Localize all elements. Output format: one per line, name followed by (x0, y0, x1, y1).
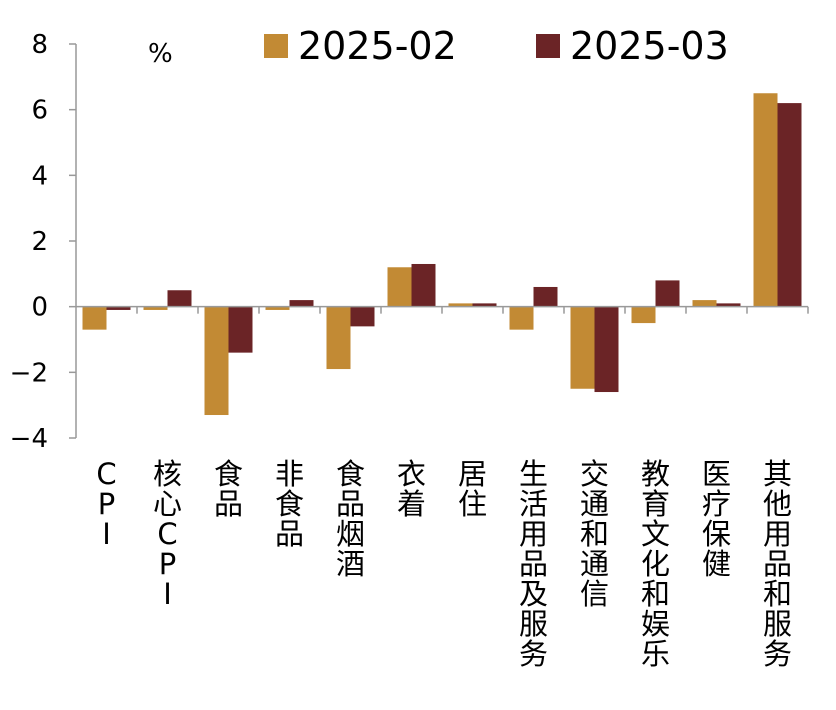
bar-2025-02-居住 (448, 303, 473, 307)
x-axis (76, 305, 809, 314)
bar-2025-02-教育文化和娱乐 (631, 306, 656, 324)
category-label: 交通和通信 (580, 457, 609, 611)
bar-2025-03-食品烟酒 (350, 306, 375, 327)
bar-2025-03-衣着 (411, 263, 436, 307)
bar-2025-02-其他用品和服务 (753, 93, 778, 307)
legend-label: 2025-03 (570, 24, 729, 68)
bar-2025-03-其他用品和服务 (777, 103, 802, 307)
category-label: 核心 C P I (153, 457, 182, 611)
category-label: 衣着 (397, 457, 426, 521)
bar-2025-02-CPI (82, 306, 107, 330)
category-label: 其他用品和服务 (763, 457, 792, 671)
y-tick-label: 0 (31, 293, 48, 323)
legend-label: 2025-02 (298, 24, 457, 68)
bar-2025-02-食品烟酒 (326, 306, 351, 370)
bars (82, 93, 802, 416)
bar-2025-03-居住 (472, 303, 497, 307)
y-tick-label: −2 (10, 358, 48, 388)
bar-2025-02-食品 (204, 306, 229, 416)
bar-2025-02-生活用品及服务 (509, 306, 534, 330)
bar-2025-02-医疗保健 (692, 300, 717, 307)
y-tick-label: 8 (31, 30, 48, 60)
y-axis: −4 −2 0 2 4 6 8 (10, 30, 77, 454)
bar-2025-03-生活用品及服务 (533, 286, 558, 307)
category-label: 医疗保健 (702, 457, 731, 581)
bar-2025-03-CPI (106, 306, 131, 310)
legend-swatch (536, 34, 560, 58)
bar-2025-02-核心CPI (143, 306, 168, 310)
bar-2025-02-衣着 (387, 267, 412, 307)
unit-label: % (148, 39, 173, 69)
y-tick-label: 2 (31, 227, 48, 257)
category-label: 非食品 (275, 457, 304, 551)
y-tick-label: 4 (31, 161, 48, 191)
y-tick-label: 6 (31, 96, 48, 126)
legend: 2025-02 2025-03 (264, 24, 729, 68)
category-label: 居住 (458, 457, 487, 521)
category-label: 生活用品及服务 (519, 457, 548, 671)
bar-2025-02-交通和通信 (570, 306, 595, 389)
bar-2025-03-核心CPI (167, 290, 192, 307)
bar-2025-03-食品 (228, 306, 253, 353)
bar-2025-03-医疗保健 (716, 303, 741, 307)
legend-swatch (264, 34, 288, 58)
category-label: 食品烟酒 (336, 457, 365, 581)
category-label: 教育文化和娱乐 (641, 457, 670, 671)
category-label: 食品 (214, 457, 243, 521)
bar-2025-03-教育文化和娱乐 (655, 280, 680, 307)
bar-2025-03-非食品 (289, 300, 314, 307)
bar-2025-03-交通和通信 (594, 306, 619, 393)
bar-2025-02-非食品 (265, 306, 290, 310)
y-tick-label: −4 (10, 424, 48, 454)
